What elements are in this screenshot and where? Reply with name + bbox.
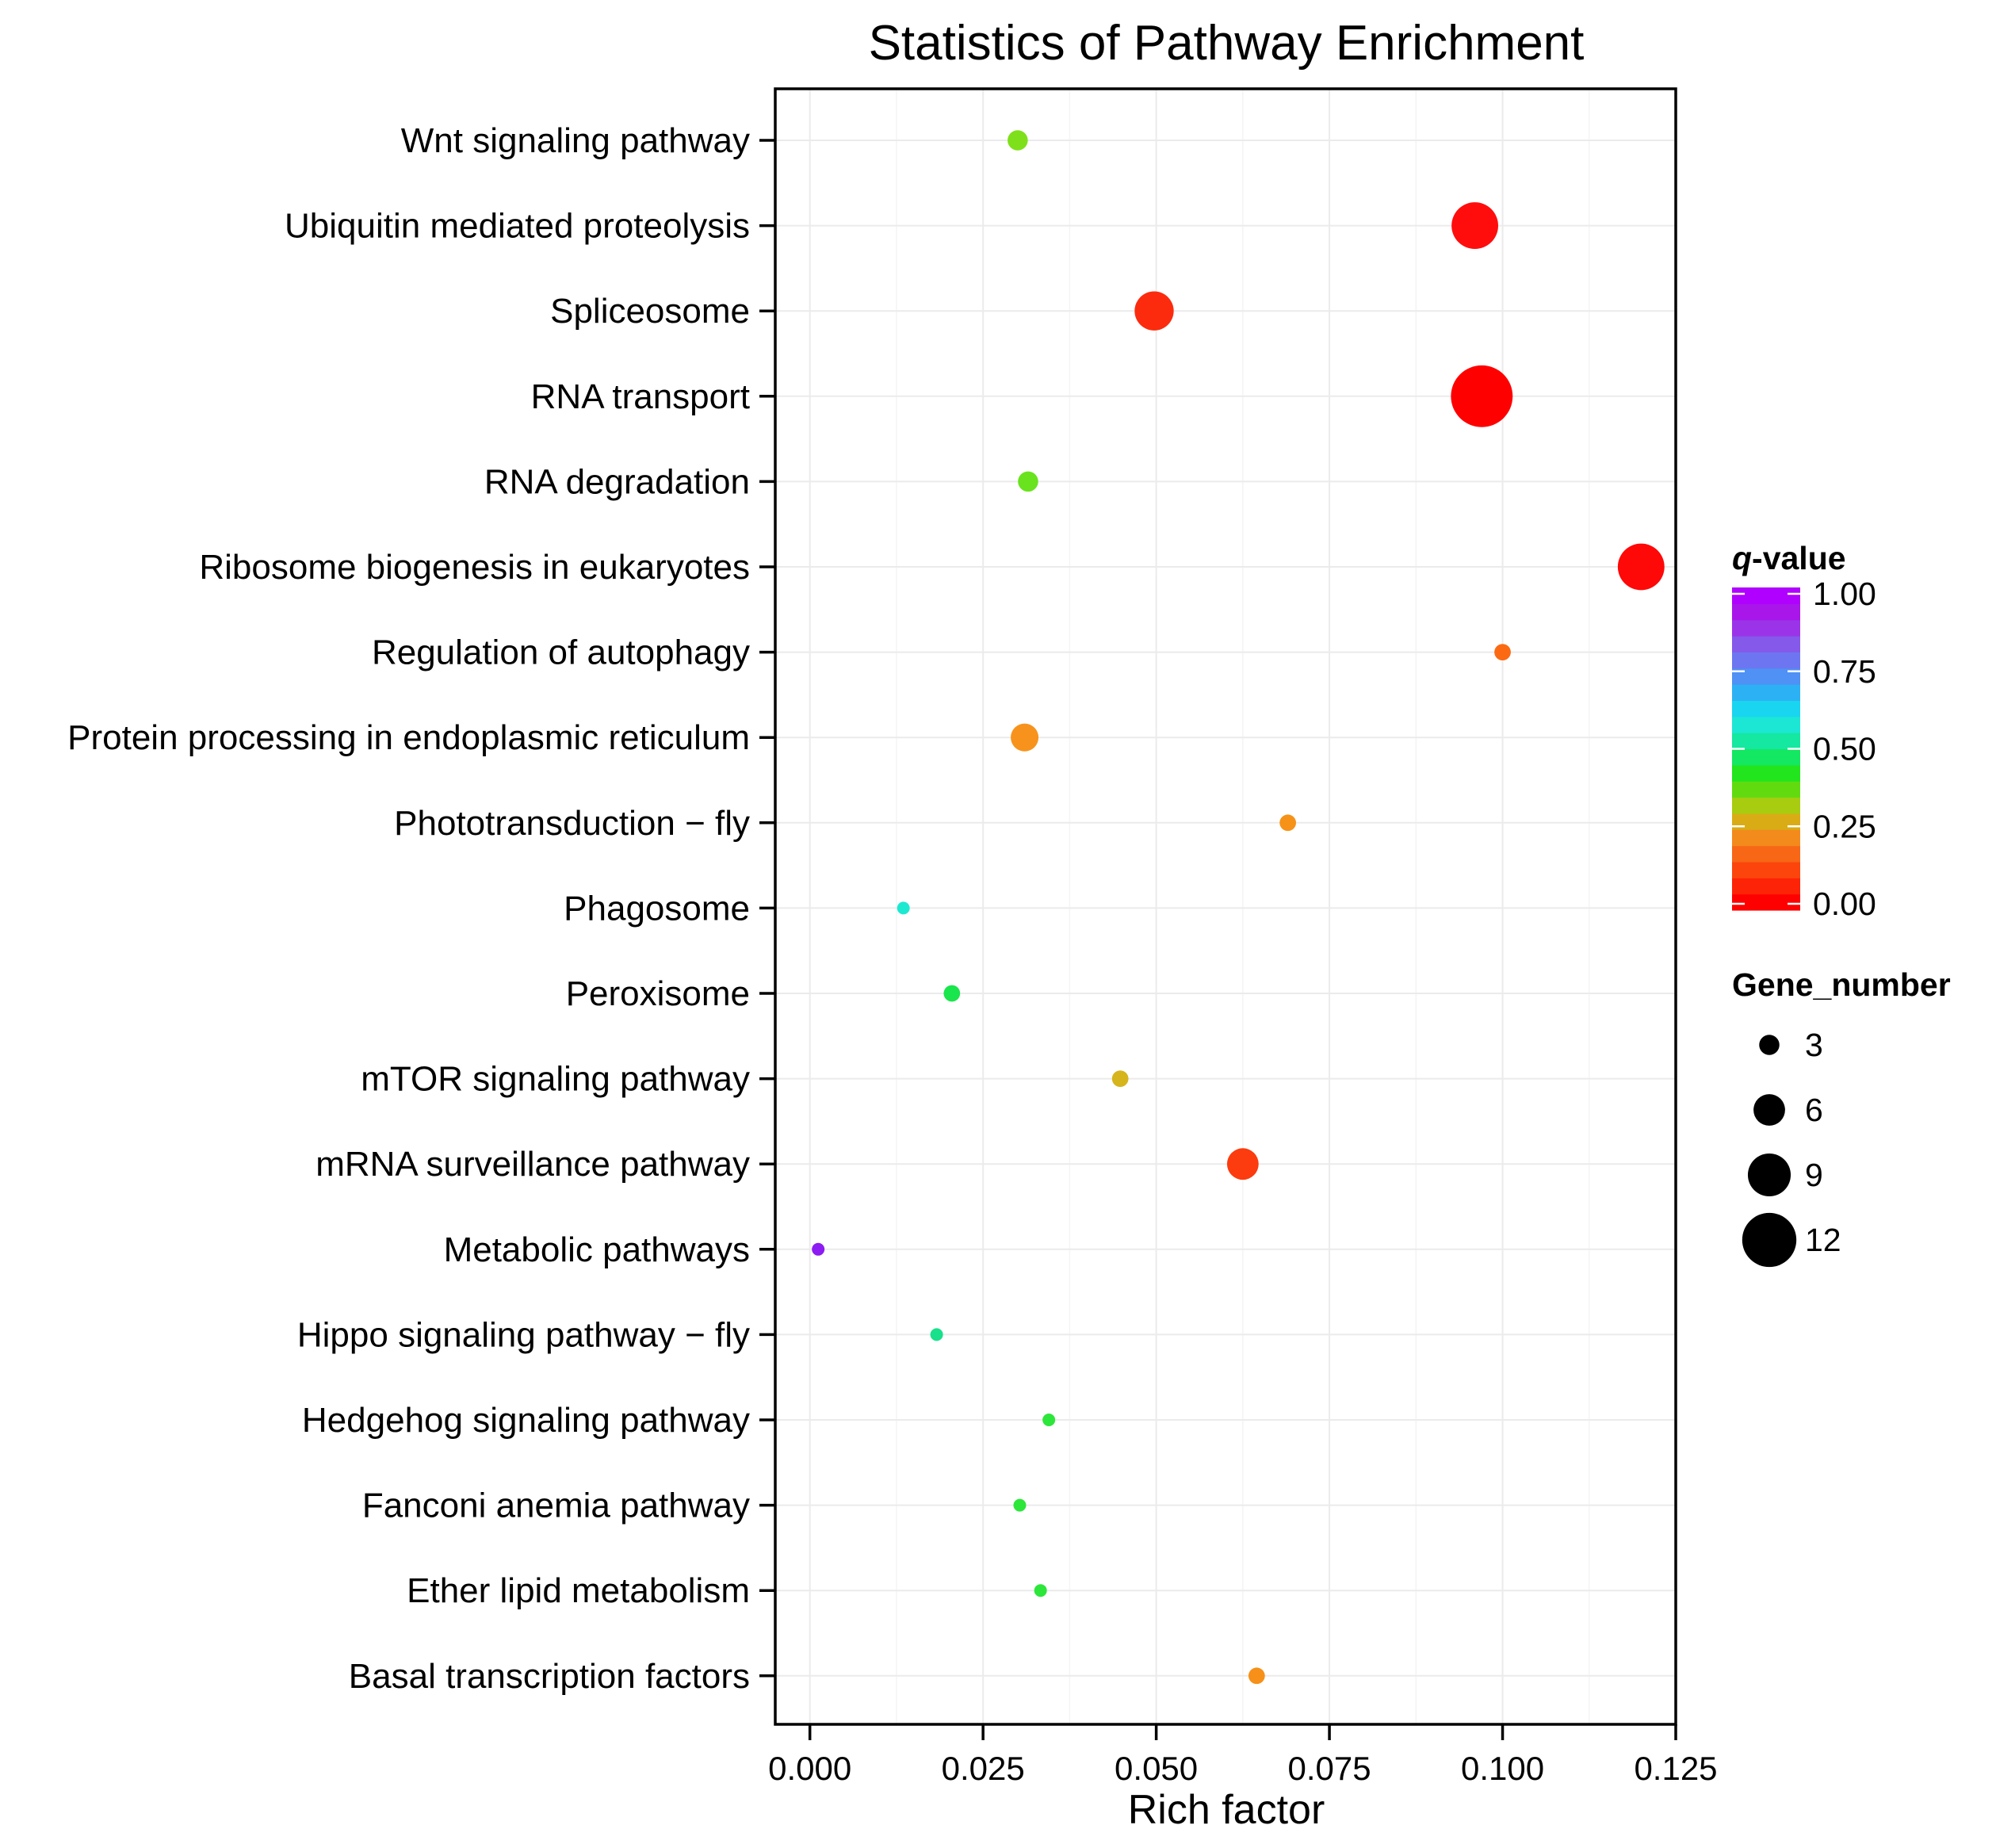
q-value-legend-title-rest: -value — [1752, 540, 1846, 576]
y-tick-label: mRNA surveillance pathway — [315, 1145, 750, 1184]
y-tick-label: Protein processing in endoplasmic reticu… — [67, 718, 750, 757]
data-point — [1034, 1584, 1047, 1597]
data-point — [1248, 1667, 1265, 1685]
colorbar-segment — [1732, 813, 1800, 830]
q-value-legend: q-value 1.00 0.75 0.50 0.25 0.00 — [1732, 540, 1876, 922]
y-tick-label: Spliceosome — [550, 292, 750, 331]
gene-number-legend-label: 12 — [1805, 1222, 1841, 1258]
y-tick-label: Wnt signaling pathway — [401, 121, 750, 160]
y-tick-label: Phototransduction − fly — [394, 804, 750, 843]
data-point — [1451, 202, 1499, 250]
grid-lines — [775, 89, 1677, 1724]
x-axis-ticks: 0.000 0.025 0.050 0.075 0.100 0.125 — [768, 1724, 1718, 1787]
colorbar-segment — [1732, 733, 1800, 750]
x-axis-title: Rich factor — [1128, 1787, 1325, 1833]
data-point — [1451, 365, 1513, 427]
colorbar-segment — [1732, 587, 1800, 604]
colorbar-segment — [1732, 861, 1800, 878]
colorbar-segment — [1732, 845, 1800, 863]
data-point — [1226, 1148, 1259, 1180]
y-tick-label: Ubiquitin mediated proteolysis — [285, 207, 750, 246]
data-point — [1042, 1414, 1056, 1426]
x-tick-label: 0.050 — [1115, 1750, 1198, 1787]
gene-number-legend-label: 3 — [1805, 1027, 1823, 1063]
data-point — [1279, 814, 1297, 832]
data-point — [1008, 130, 1028, 151]
data-point — [1617, 543, 1665, 591]
plot-panel-border — [774, 87, 1677, 1726]
gene-number-legend-key — [1753, 1094, 1785, 1126]
y-tick-label: RNA degradation — [484, 462, 750, 501]
gene-number-legend: Gene_number 3 6 9 12 — [1732, 966, 1951, 1268]
chart-title: Statistics of Pathway Enrichment — [869, 16, 1585, 71]
colorbar-segment — [1732, 636, 1800, 652]
x-tick-label: 0.100 — [1461, 1750, 1544, 1787]
y-tick-label: Fanconi anemia pathway — [362, 1486, 750, 1525]
gene-number-legend-key — [1759, 1035, 1780, 1055]
y-axis-labels: Wnt signaling pathway Ubiquitin mediated … — [67, 121, 775, 1696]
y-tick-label: Metabolic pathways — [444, 1230, 750, 1269]
colorbar-tick-label: 1.00 — [1813, 576, 1876, 612]
colorbar-tick-label: 0.25 — [1813, 808, 1876, 844]
gene-number-legend-keys: 3 6 9 12 — [1742, 1027, 1841, 1268]
data-point — [1494, 644, 1511, 660]
y-tick-label: Ribosome biogenesis in eukaryotes — [199, 548, 750, 587]
gene-number-legend-label: 6 — [1805, 1092, 1823, 1128]
data-point — [930, 1328, 943, 1341]
colorbar-segment — [1732, 764, 1800, 782]
x-tick-label: 0.025 — [942, 1750, 1025, 1787]
y-tick-label: Regulation of autophagy — [372, 633, 750, 672]
data-point — [1111, 1070, 1129, 1087]
data-point — [1013, 1498, 1027, 1512]
q-value-legend-title-italic: q — [1732, 540, 1752, 576]
colorbar-segment — [1732, 603, 1800, 621]
colorbar-segment — [1732, 684, 1800, 702]
data-point — [1134, 291, 1174, 331]
colorbar-segment — [1732, 781, 1800, 798]
q-value-colorbar-labels: 1.00 0.75 0.50 0.25 0.00 — [1813, 576, 1876, 922]
colorbar-segment — [1732, 619, 1800, 637]
gene-number-legend-label: 9 — [1805, 1157, 1823, 1193]
q-value-colorbar — [1732, 587, 1800, 911]
colorbar-tick-label: 0.75 — [1813, 653, 1876, 690]
data-point — [943, 985, 961, 1002]
colorbar-segment — [1732, 893, 1800, 911]
colorbar-segment — [1732, 700, 1800, 717]
data-point — [1011, 723, 1039, 752]
colorbar-tick-label: 0.50 — [1813, 731, 1876, 767]
y-tick-label: Peroxisome — [566, 974, 750, 1013]
colorbar-segment — [1732, 652, 1800, 669]
x-tick-label: 0.075 — [1288, 1750, 1371, 1787]
data-point — [812, 1242, 825, 1256]
y-tick-label: mTOR signaling pathway — [361, 1060, 750, 1099]
colorbar-segment — [1732, 829, 1800, 847]
x-tick-label: 0.000 — [768, 1750, 851, 1787]
colorbar-segment — [1732, 716, 1800, 733]
gene-number-legend-title: Gene_number — [1732, 966, 1951, 1003]
colorbar-segment — [1732, 668, 1800, 685]
gene-number-legend-key — [1747, 1153, 1791, 1197]
y-tick-label: Phagosome — [564, 889, 750, 928]
y-tick-label: Hippo signaling pathway − fly — [297, 1315, 750, 1354]
y-tick-label: Ether lipid metabolism — [407, 1571, 750, 1610]
q-value-legend-title: q-value — [1732, 540, 1846, 576]
colorbar-segment — [1732, 878, 1800, 895]
colorbar-segment — [1732, 748, 1800, 766]
y-tick-label: Hedgehog signaling pathway — [302, 1401, 750, 1440]
y-tick-label: Basal transcription factors — [349, 1657, 750, 1696]
data-points — [812, 130, 1665, 1685]
gene-number-legend-key — [1742, 1212, 1797, 1268]
colorbar-tick-label: 0.00 — [1813, 886, 1876, 922]
colorbar-segment — [1732, 797, 1800, 814]
data-point — [1018, 471, 1038, 492]
y-tick-label: RNA transport — [531, 377, 750, 416]
data-point — [897, 901, 910, 915]
x-tick-label: 0.125 — [1634, 1750, 1717, 1787]
